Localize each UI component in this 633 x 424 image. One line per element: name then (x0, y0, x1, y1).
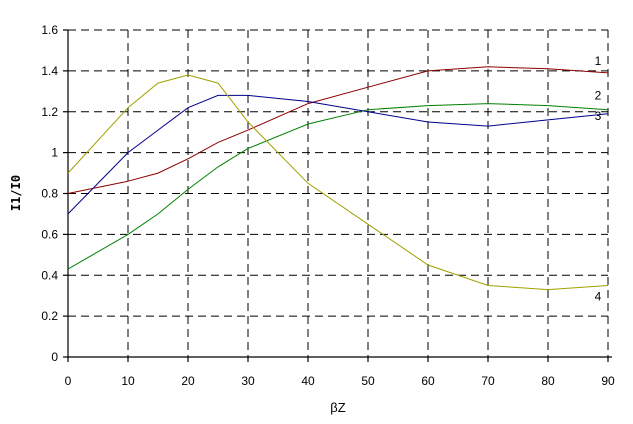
y-tick-label: 1.6 (41, 23, 58, 37)
series-line-1 (67, 66, 609, 194)
x-tick-labels: 0 10 20 30 40 50 60 70 80 90 (65, 374, 615, 388)
series-lines (67, 66, 609, 291)
x-tick-label: 0 (65, 374, 72, 388)
y-tick-label: 0.2 (41, 309, 58, 323)
grid (63, 29, 609, 362)
y-tick-label: 0.4 (41, 268, 58, 282)
x-tick-label: 60 (421, 374, 435, 388)
x-tick-label: 50 (361, 374, 375, 388)
series-line-3 (67, 94, 609, 215)
series-line-4 (67, 74, 609, 291)
x-tick-label: 80 (541, 374, 555, 388)
y-tick-labels: 0 0.2 0.4 0.6 0.8 1 1.2 1.4 1.6 (41, 23, 58, 364)
y-tick-label: 1 (51, 146, 58, 160)
y-tick-label: 0.8 (41, 187, 58, 201)
series-tags: 1 2 3 4 (595, 54, 602, 304)
y-tick-label: 1.2 (41, 105, 58, 119)
y-axis-title: I1/I0 (9, 175, 23, 211)
x-tick-label: 30 (241, 374, 255, 388)
y-tick-label: 1.4 (41, 64, 58, 78)
x-tick-label: 10 (121, 374, 135, 388)
series-line-2 (67, 103, 609, 270)
x-tick-label: 20 (181, 374, 195, 388)
y-tick-label: 0 (51, 350, 58, 364)
series-tag-1: 1 (595, 54, 602, 68)
x-tick-label: 70 (481, 374, 495, 388)
x-axis-title: βZ (330, 400, 345, 415)
series-tag-4: 4 (595, 289, 602, 303)
y-tick-label: 0.6 (41, 227, 58, 241)
x-tick-label: 90 (601, 374, 615, 388)
x-tick-label: 40 (301, 374, 315, 388)
series-tag-3: 3 (595, 109, 602, 123)
series-tag-2: 2 (595, 89, 602, 103)
